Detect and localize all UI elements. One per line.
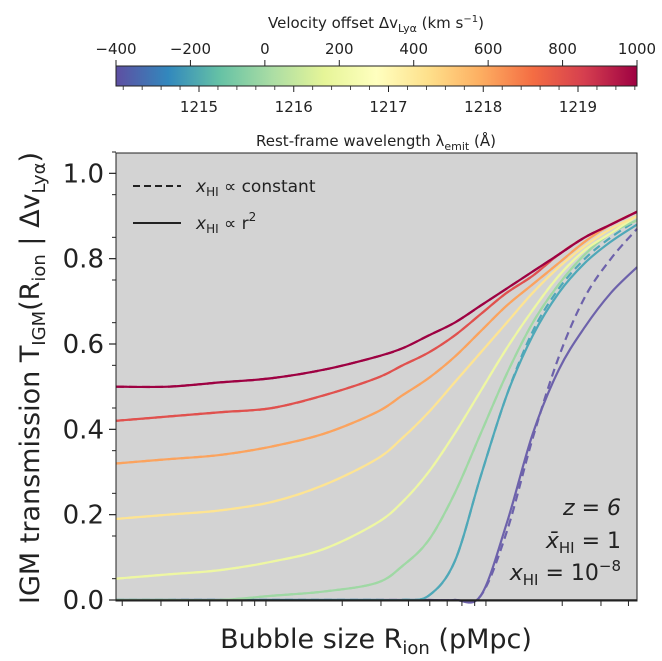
colorbar-bottom-tick-label: 1219: [559, 98, 597, 116]
annotation-mean-neutral-fraction: x̄HI = 1: [545, 529, 621, 557]
colorbar-top-tick-label: 600: [474, 40, 503, 58]
colorbar-bottom-tick-label: 1216: [275, 98, 313, 116]
colorbar-bottom-tick-label: 1215: [180, 98, 218, 116]
series-line-solid-v400: [115, 215, 638, 521]
y-tick-label: 0.2: [63, 501, 104, 531]
y-tick-label: 1.0: [63, 159, 104, 189]
y-tick-label: 0.0: [63, 586, 104, 616]
x-axis-minor-ticks: [121, 601, 629, 606]
series-line-solid-v600: [115, 210, 638, 465]
colorbar-top-tick-label: 0: [260, 40, 270, 58]
colorbar-top-tick-label: −400: [95, 40, 136, 58]
annotation-redshift: z = 6: [562, 496, 621, 521]
y-axis-label: IGM transmission TIGM(Rion | ΔvLyα): [15, 152, 50, 604]
legend-label-r2: xHI ∝ r2: [195, 210, 256, 236]
colorbar-top-tick-label: 200: [325, 40, 354, 58]
legend: xHI ∝ constant xHI ∝ r2: [133, 177, 316, 236]
annotation-bubble-neutral-fraction: xHI = 10−8: [509, 557, 621, 589]
y-tick-label: 0.4: [63, 415, 104, 445]
y-tick-label: 0.8: [63, 245, 104, 275]
series-line-solid-v0: [115, 219, 638, 602]
series-line-solid-v1000: [115, 210, 638, 389]
colorbar-bottom-ticks: 1215 1216 1217 1218 1219: [122, 86, 636, 116]
colorbar: [115, 65, 638, 87]
colorbar-bottom-label: Rest-frame wavelength λemit (Å): [256, 131, 496, 153]
x-axis-label: Bubble size Rion (pMpc): [220, 624, 532, 659]
colorbar-top-tick-label: −200: [170, 40, 211, 58]
legend-label-constant: xHI ∝ constant: [195, 177, 316, 199]
series-line-solid-v200: [115, 215, 638, 580]
colorbar-top-label: Velocity offset ΔvLyα (km s−1): [268, 14, 484, 35]
plot-frame: [115, 152, 638, 602]
colorbar-top-ticks: −400 −200 0 200 400 600 800 1000: [95, 40, 656, 66]
colorbar-bottom-tick-label: 1217: [369, 98, 407, 116]
y-axis-ticks: 0.0 0.2 0.4 0.6 0.8 1.0: [63, 151, 116, 616]
colorbar-top-tick-label: 400: [399, 40, 428, 58]
colorbar-bottom-tick-label: 1218: [464, 98, 502, 116]
colorbar-top-tick-label: 1000: [618, 40, 656, 58]
colorbar-top-tick-label: 800: [548, 40, 577, 58]
y-tick-label: 0.6: [63, 330, 104, 360]
